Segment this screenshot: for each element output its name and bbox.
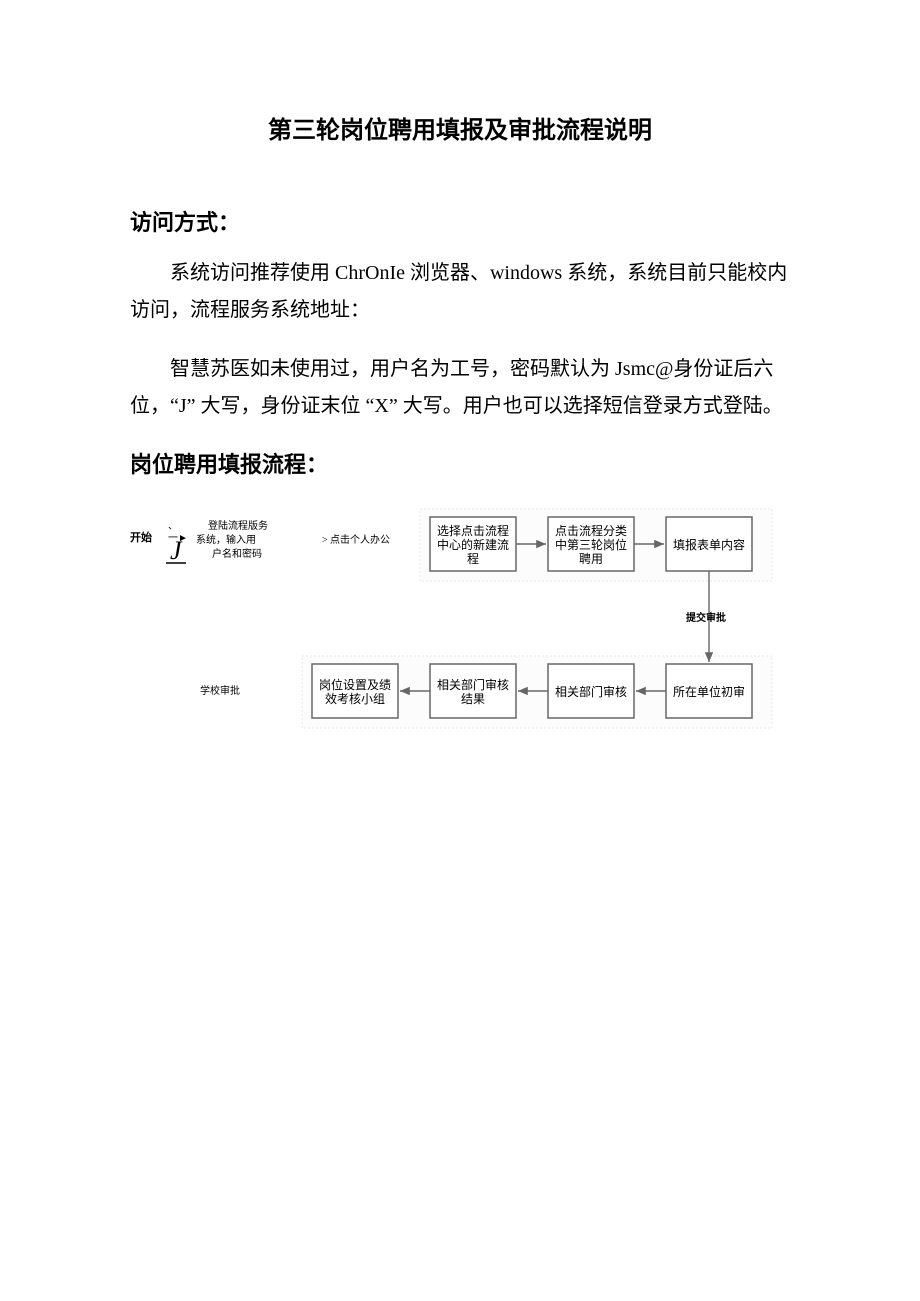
flowchart: 开始 、 一► J 登陆流程版务 系统，输入用 户名和密码 > 点击个人办公 选… [130, 499, 800, 774]
svg-text:所在单位初审: 所在单位初审 [673, 684, 745, 699]
svg-text:中心的新建流: 中心的新建流 [437, 537, 509, 552]
svg-text:结果: 结果 [461, 692, 485, 706]
svg-text:程: 程 [467, 551, 479, 566]
section-flow-heading: 岗位聘用填报流程： [130, 447, 790, 479]
flow-node-new-process: 选择点击流程 中心的新建流 程 [430, 517, 516, 571]
flow-node-unit-initial: 所在单位初审 [666, 664, 752, 718]
flow-j-glyph: J [170, 536, 183, 565]
svg-text:岗位设置及绩: 岗位设置及绩 [319, 677, 391, 692]
svg-text:点击流程分类: 点击流程分类 [555, 523, 627, 538]
flow-login-line1: 登陆流程版务 [208, 519, 268, 532]
flow-login-line3: 户名和密码 [212, 547, 262, 560]
flow-login-line2: 系统，输入用 [196, 533, 256, 546]
flow-node-dept-result: 相关部门审核 结果 [430, 664, 516, 718]
svg-text:选择点击流程: 选择点击流程 [437, 523, 509, 538]
access-para-1: 系统访问推荐使用 ChrOnIe 浏览器、windows 系统，系统目前只能校内… [130, 255, 790, 329]
svg-text:效考核小组: 效考核小组 [325, 691, 385, 706]
flow-personal-label: 点击个人办公 [330, 533, 390, 546]
doc-title: 第三轮岗位聘用填报及审批流程说明 [130, 110, 790, 145]
flow-node-fill-form: 填报表单内容 [666, 517, 752, 571]
flow-tick: 、 [168, 521, 178, 532]
svg-text:相关部门审核: 相关部门审核 [437, 677, 509, 692]
svg-text:聘用: 聘用 [579, 552, 603, 566]
flow-node-category: 点击流程分类 中第三轮岗位 聘用 [548, 517, 634, 571]
flow-submit-label: 提交审批 [686, 611, 726, 624]
section-access-heading: 访问方式： [130, 205, 790, 237]
svg-text:相关部门审核: 相关部门审核 [555, 684, 627, 699]
flow-gt: > [322, 535, 328, 546]
svg-text:中第三轮岗位: 中第三轮岗位 [555, 537, 627, 552]
flow-school-approval-label: 学校审批 [200, 684, 240, 697]
svg-text:填报表单内容: 填报表单内容 [673, 537, 745, 552]
access-para-2: 智慧苏医如未使用过，用户名为工号，密码默认为 Jsmc@身份证后六位，“J” 大… [130, 351, 790, 425]
flow-node-post-group: 岗位设置及绩 效考核小组 [312, 664, 398, 718]
flow-node-dept-review: 相关部门审核 [548, 664, 634, 718]
flow-start-label: 开始 [130, 530, 152, 544]
